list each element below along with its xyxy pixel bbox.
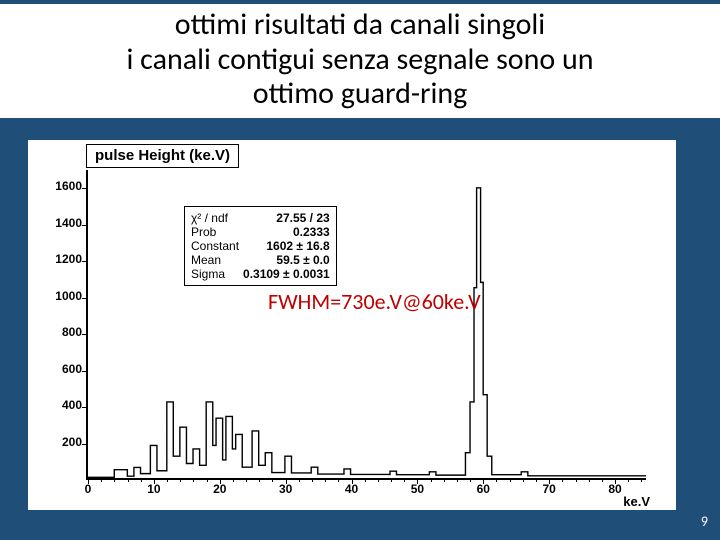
x-minor-tick	[365, 478, 366, 482]
x-minor-tick	[272, 478, 273, 482]
x-minor-tick	[378, 478, 379, 482]
x-minor-tick	[628, 478, 629, 482]
x-tick-label: 80	[608, 478, 621, 496]
x-minor-tick	[496, 478, 497, 482]
stat-constant: Constant 1602 ± 16.8	[191, 239, 330, 253]
x-minor-tick	[404, 478, 405, 482]
y-tick-label: 1000	[55, 289, 88, 303]
x-minor-tick	[193, 478, 194, 482]
title-line-2: i canali contigui senza segnale sono un	[126, 41, 593, 78]
x-minor-tick	[602, 478, 603, 482]
x-minor-tick	[207, 478, 208, 482]
stat-sigma: Sigma 0.3109 ± 0.0031	[191, 267, 330, 281]
y-tick-label: 1400	[55, 216, 88, 230]
stats-box: χ² / ndf 27.55 / 23 Prob 0.2333 Constant…	[184, 206, 337, 286]
x-minor-tick	[312, 478, 313, 482]
x-minor-tick	[167, 478, 168, 482]
slide-title: ottimi risultati da canali singoli i can…	[0, 4, 720, 118]
y-tick-label: 800	[62, 325, 88, 339]
x-minor-tick	[562, 478, 563, 482]
fwhm-annotation: FWHM=730e.V@60ke.V	[268, 288, 481, 315]
y-tick-label: 1600	[55, 179, 88, 193]
x-minor-tick	[299, 478, 300, 482]
y-tick-label: 600	[62, 362, 88, 376]
title-line-1: ottimi risultati da canali singoli	[175, 6, 545, 43]
x-minor-tick	[338, 478, 339, 482]
x-minor-tick	[576, 478, 577, 482]
x-minor-tick	[233, 478, 234, 482]
x-minor-tick	[470, 478, 471, 482]
x-minor-tick	[641, 478, 642, 482]
chart-title: pulse Height (ke.V)	[86, 144, 239, 168]
x-tick-label: 0	[85, 478, 92, 496]
x-tick-label: 30	[279, 478, 292, 496]
x-minor-tick	[325, 478, 326, 482]
y-tick-label: 400	[62, 398, 88, 412]
x-minor-tick	[431, 478, 432, 482]
x-minor-tick	[523, 478, 524, 482]
x-tick-label: 70	[542, 478, 555, 496]
stat-prob: Prob 0.2333	[191, 225, 330, 239]
x-minor-tick	[444, 478, 445, 482]
x-minor-tick	[114, 478, 115, 482]
x-minor-tick	[391, 478, 392, 482]
x-minor-tick	[246, 478, 247, 482]
y-tick-label: 1200	[55, 252, 88, 266]
x-tick-label: 40	[345, 478, 358, 496]
x-minor-tick	[510, 478, 511, 482]
histogram-trace	[88, 170, 646, 478]
y-tick-label: 200	[62, 435, 88, 449]
x-minor-tick	[101, 478, 102, 482]
trace-polyline	[88, 188, 646, 478]
x-minor-tick	[457, 478, 458, 482]
x-tick-label: 10	[147, 478, 160, 496]
chart-container: pulse Height (ke.V) χ² / ndf 27.55 / 23 …	[28, 140, 676, 510]
x-axis-label: ke.V	[623, 478, 650, 509]
x-minor-tick	[180, 478, 181, 482]
x-tick-label: 60	[477, 478, 490, 496]
x-minor-tick	[141, 478, 142, 482]
x-minor-tick	[589, 478, 590, 482]
x-minor-tick	[536, 478, 537, 482]
page-number: 9	[701, 513, 708, 530]
x-minor-tick	[128, 478, 129, 482]
x-tick-label: 20	[213, 478, 226, 496]
title-line-3: ottimo guard-ring	[253, 75, 468, 112]
x-tick-label: 50	[411, 478, 424, 496]
stat-mean: Mean 59.5 ± 0.0	[191, 253, 330, 267]
x-minor-tick	[259, 478, 260, 482]
slide: ottimi risultati da canali singoli i can…	[0, 0, 720, 540]
stat-chi2: χ² / ndf 27.55 / 23	[191, 211, 330, 225]
plot-area: χ² / ndf 27.55 / 23 Prob 0.2333 Constant…	[86, 170, 646, 480]
